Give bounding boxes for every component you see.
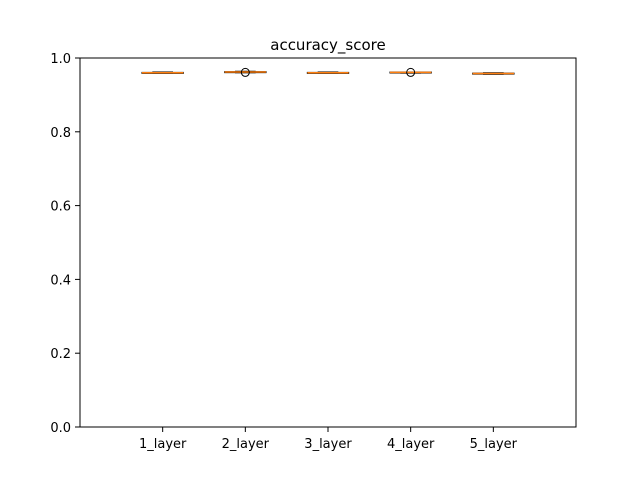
y-tick-label: 0.0 (50, 421, 71, 436)
y-axis: 0.0 0.2 0.4 0.6 0.8 1.0 (50, 52, 80, 436)
box-2_layer (224, 67, 267, 77)
x-tick-label: 4_layer (387, 437, 435, 452)
x-tick-label: 2_layer (222, 437, 270, 452)
plot-frame (79, 57, 577, 428)
box-4_layer (389, 67, 432, 77)
box-5_layer (472, 72, 515, 75)
y-tick-label: 0.8 (50, 126, 71, 141)
y-tick-label: 0.6 (50, 200, 71, 215)
x-tick-label: 1_layer (139, 437, 187, 452)
box-plot-series (141, 67, 515, 77)
y-tick-label: 0.4 (50, 273, 71, 288)
y-tick-label: 0.2 (50, 347, 71, 362)
x-tick-label: 3_layer (304, 437, 352, 452)
x-tick-label: 5_layer (470, 437, 518, 452)
box-3_layer (306, 71, 350, 74)
outlier-point (240, 67, 250, 77)
outlier-point (406, 67, 416, 77)
chart-title: accuracy_score (270, 36, 385, 55)
y-tick-label: 1.0 (50, 52, 71, 67)
box-1_layer (141, 71, 184, 74)
x-axis: 1_layer 2_layer 3_layer 4_layer 5_layer (139, 427, 518, 452)
